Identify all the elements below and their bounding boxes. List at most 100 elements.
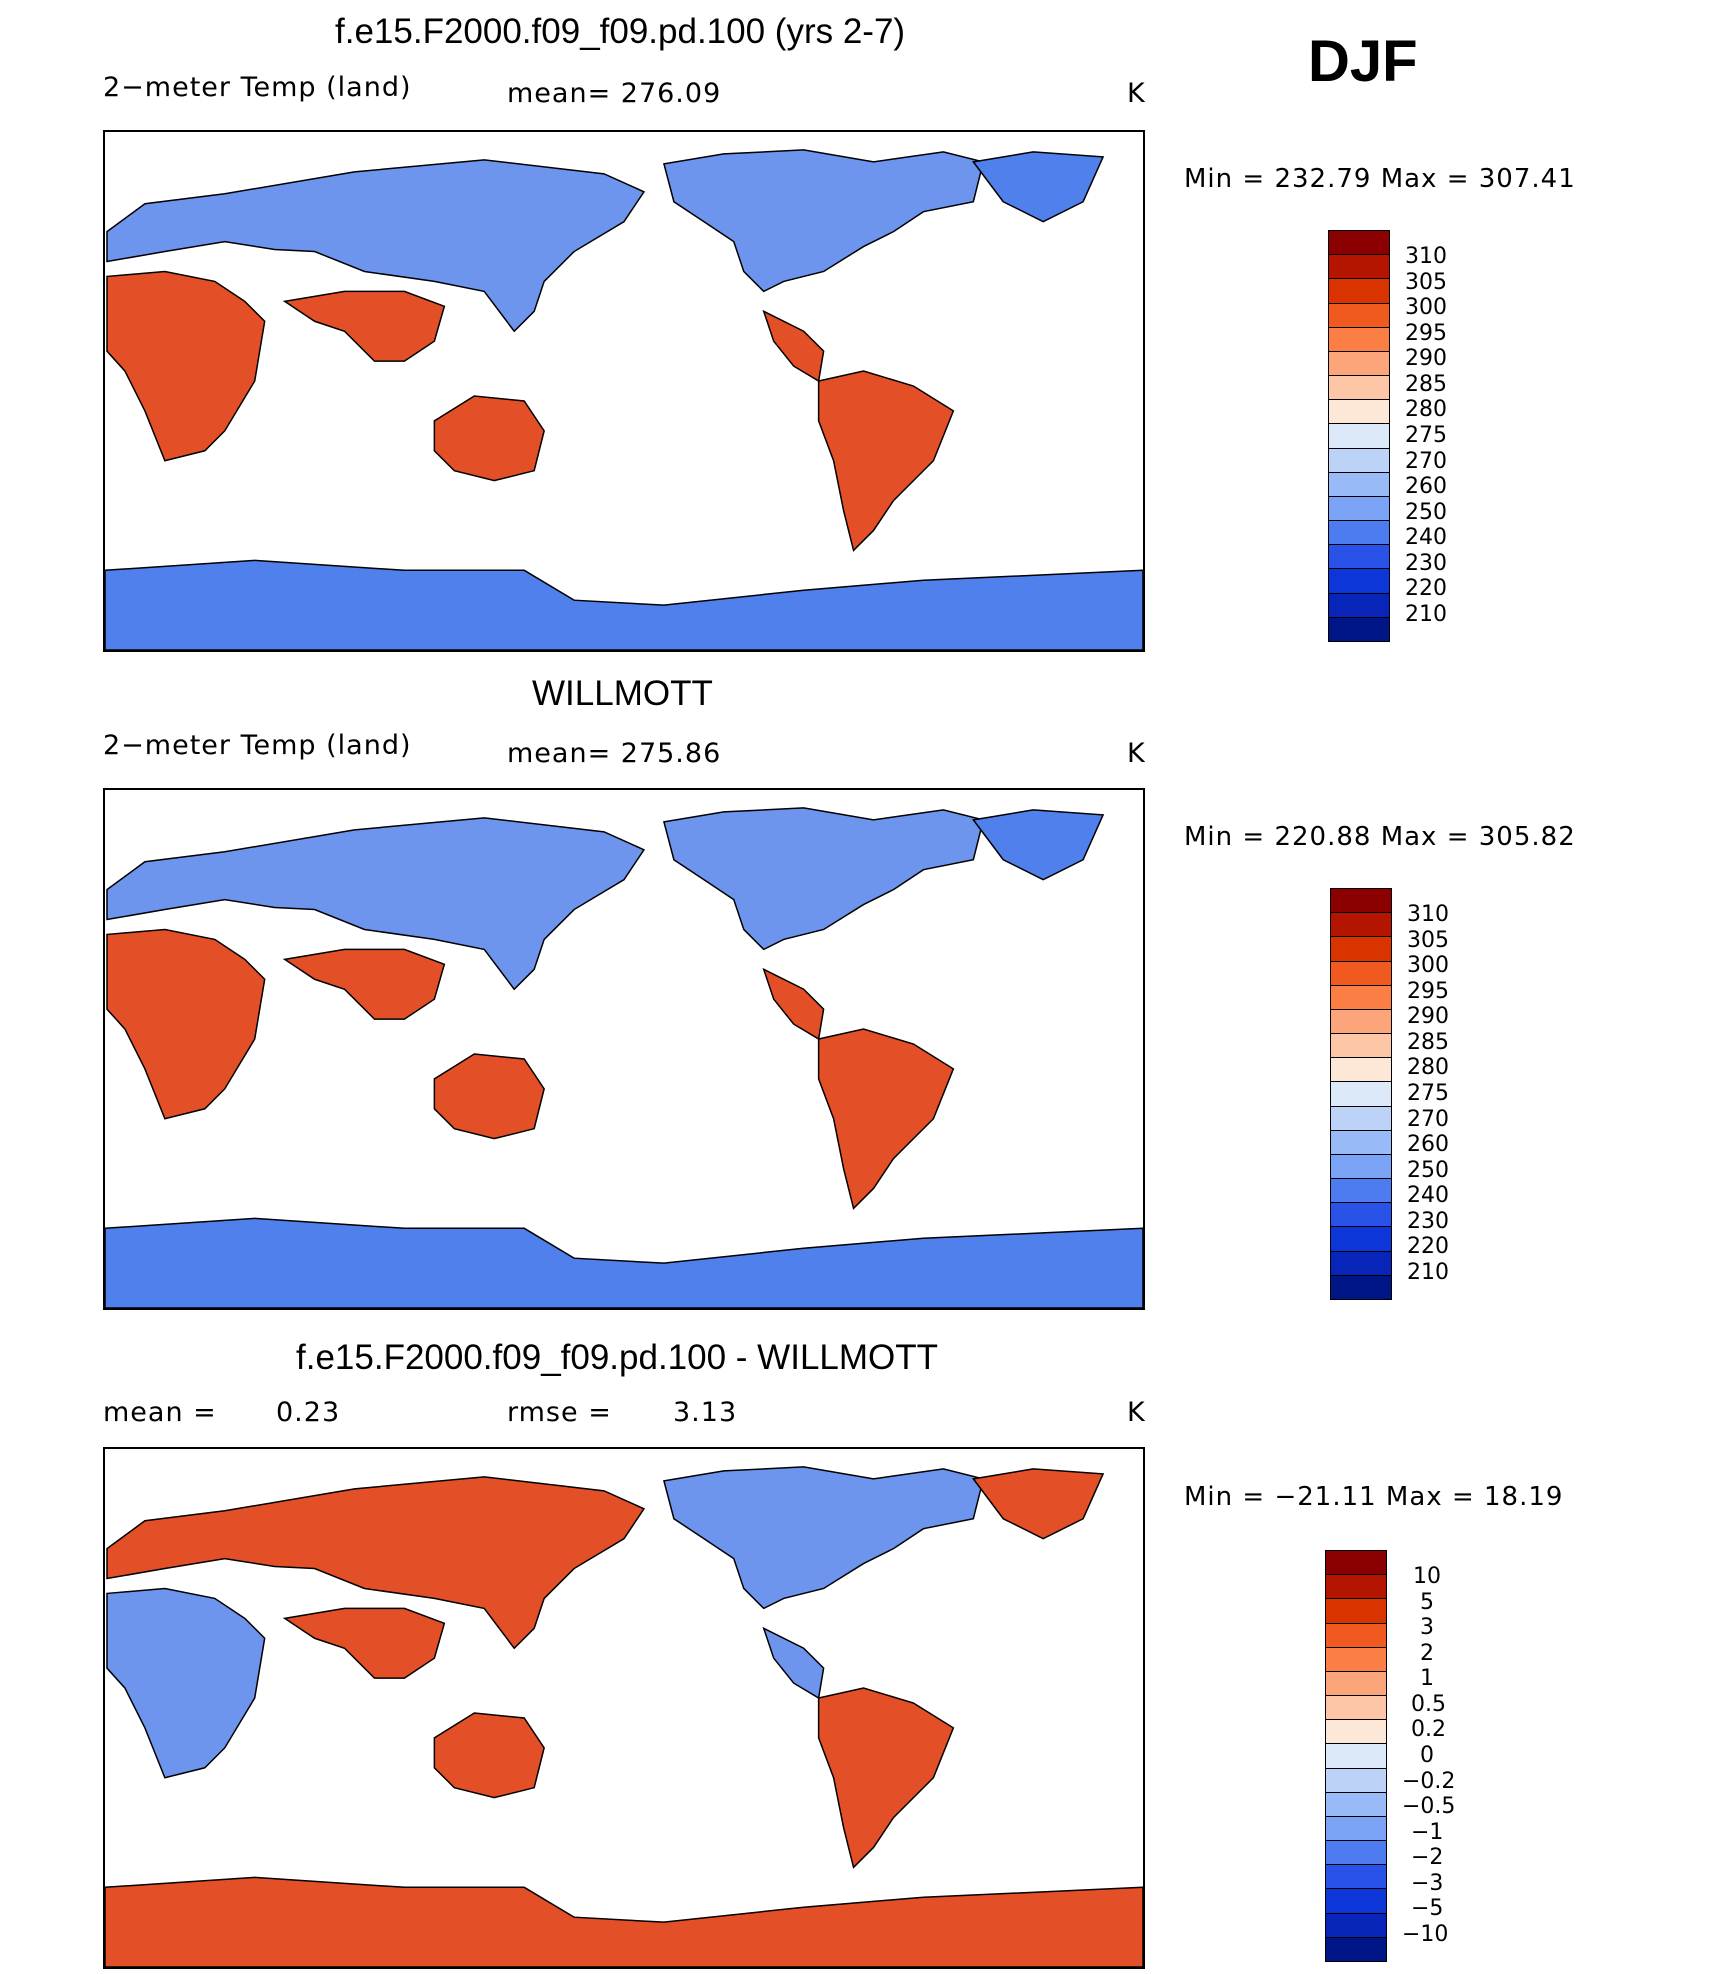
australia-land (433, 1053, 545, 1140)
panel-1-units: K (1127, 78, 1146, 109)
north-america-land (662, 1466, 985, 1610)
cb-label: 220 (1407, 1234, 1449, 1259)
australia-land (433, 395, 545, 482)
colorbar-swatch (1329, 351, 1389, 377)
south-america-land (817, 370, 955, 552)
cb-label: 305 (1407, 928, 1449, 953)
colorbar-swatch (1329, 617, 1389, 641)
cb-label: 1 (1420, 1666, 1434, 1691)
cb-label: 0.2 (1411, 1717, 1446, 1742)
colorbar-swatch (1331, 1130, 1391, 1155)
cb-label: 230 (1407, 1209, 1449, 1234)
colorbar-swatch (1329, 327, 1389, 352)
antarctica-land (105, 1217, 1143, 1308)
colorbar-swatch (1331, 1154, 1391, 1180)
colorbar-swatch (1329, 279, 1389, 304)
cb-label: 240 (1405, 525, 1447, 550)
colorbar-swatch (1329, 521, 1389, 546)
colorbar-swatch (1326, 1575, 1386, 1600)
panel-2-colorbar (1330, 888, 1392, 1300)
panel-3-map (103, 1447, 1145, 1969)
colorbar-swatch (1326, 1816, 1386, 1842)
cb-label: 300 (1407, 953, 1449, 978)
cb-label: 275 (1407, 1081, 1449, 1106)
eurasia-land (106, 817, 646, 991)
colorbar-swatch (1326, 1671, 1386, 1697)
cb-label: 230 (1405, 551, 1447, 576)
panel-3-mean-label: mean = (103, 1397, 217, 1428)
panel-1-map (103, 130, 1145, 652)
colorbar-swatch (1331, 1009, 1391, 1035)
south-america-land (817, 1687, 955, 1869)
antarctica-land (105, 559, 1143, 650)
colorbar-swatch (1331, 913, 1391, 938)
india-se-asia-land (282, 1607, 446, 1679)
africa-land (106, 1587, 266, 1779)
panel-3-rmse-label: rmse = (507, 1397, 612, 1428)
greenland-land (971, 151, 1105, 223)
cb-label: 2 (1420, 1641, 1434, 1666)
panel-1-map-svg (105, 149, 1143, 650)
eurasia-land (106, 1476, 646, 1650)
colorbar-swatch (1326, 1792, 1386, 1817)
cb-label: 5 (1420, 1590, 1434, 1615)
cb-label: 210 (1407, 1260, 1449, 1285)
cb-label: 260 (1405, 474, 1447, 499)
colorbar-swatch (1331, 1082, 1391, 1107)
colorbar-swatch (1331, 1251, 1391, 1276)
cb-label: 295 (1405, 321, 1447, 346)
cb-label: 260 (1407, 1132, 1449, 1157)
colorbar-swatch (1329, 593, 1389, 618)
panel-3-units: K (1127, 1397, 1146, 1428)
panel-2-map (103, 788, 1145, 1310)
colorbar-swatch (1331, 889, 1391, 914)
panel-3-colorbar (1325, 1550, 1387, 1962)
cb-label: 280 (1405, 397, 1447, 422)
colorbar-swatch (1329, 472, 1389, 497)
colorbar-swatch (1331, 1058, 1391, 1083)
colorbar-swatch (1331, 1275, 1391, 1299)
cb-label: 300 (1405, 295, 1447, 320)
colorbar-swatch (1331, 1227, 1391, 1252)
cb-label: 240 (1407, 1183, 1449, 1208)
panel-3-minmax: Min = −21.11 Max = 18.19 (1184, 1482, 1564, 1512)
colorbar-swatch (1329, 448, 1389, 473)
cb-label: 220 (1405, 576, 1447, 601)
south-america-land (817, 1028, 955, 1210)
colorbar-swatch (1326, 1696, 1386, 1721)
cb-label: −2 (1411, 1845, 1444, 1870)
central-america-land (762, 967, 825, 1041)
greenland-land (971, 1468, 1105, 1540)
cb-label: 250 (1405, 500, 1447, 525)
cb-label: 270 (1407, 1107, 1449, 1132)
colorbar-swatch (1326, 1913, 1386, 1938)
colorbar-swatch (1326, 1744, 1386, 1769)
colorbar-swatch (1331, 1179, 1391, 1204)
cb-label: 310 (1405, 244, 1447, 269)
cb-label: 285 (1407, 1030, 1449, 1055)
colorbar-swatch (1326, 1937, 1386, 1961)
colorbar-swatch (1326, 1889, 1386, 1914)
season-label: DJF (1308, 29, 1418, 94)
cb-label: 275 (1405, 423, 1447, 448)
eurasia-land (106, 159, 646, 333)
cb-label: 285 (1405, 372, 1447, 397)
colorbar-swatch (1331, 985, 1391, 1010)
colorbar-swatch (1331, 937, 1391, 962)
colorbar-swatch (1329, 376, 1389, 401)
cb-label: −10 (1402, 1922, 1449, 1947)
colorbar-swatch (1326, 1551, 1386, 1576)
africa-land (106, 270, 266, 462)
antarctica-land (105, 1876, 1143, 1967)
central-america-land (762, 309, 825, 383)
australia-land (433, 1712, 545, 1799)
cb-label: 0.5 (1411, 1692, 1446, 1717)
greenland-land (971, 809, 1105, 881)
colorbar-swatch (1331, 1106, 1391, 1131)
africa-land (106, 928, 266, 1120)
panel-2-title: WILLMOTT (532, 674, 713, 713)
north-america-land (662, 149, 985, 293)
colorbar-swatch (1326, 1865, 1386, 1890)
colorbar-swatch (1326, 1841, 1386, 1866)
panel-1-mean: mean= 276.09 (507, 78, 722, 109)
